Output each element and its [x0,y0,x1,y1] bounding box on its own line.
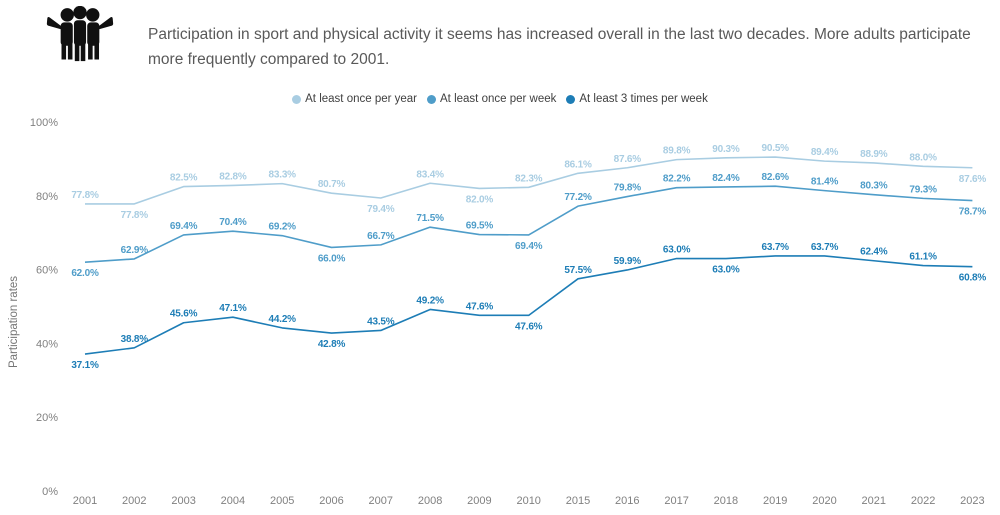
data-label: 89.8% [663,146,691,157]
x-axis-tick: 2008 [418,495,442,507]
data-label: 80.3% [860,181,888,192]
x-axis-tick: 2001 [73,495,97,507]
y-axis-tick: 60% [36,265,58,277]
data-label: 86.1% [564,159,592,170]
data-label: 37.1% [71,360,99,371]
data-label: 47.6% [515,321,543,332]
x-axis-tick: 2015 [566,495,590,507]
data-label: 89.4% [811,147,839,158]
y-axis-tick: 0% [42,486,58,498]
data-label: 87.6% [614,154,642,165]
data-label: 66.7% [367,231,395,242]
data-label: 69.2% [269,222,297,233]
series-line-at-least-3-times-per-week [84,255,973,355]
people-group-icon [46,5,114,62]
data-label: 88.9% [860,149,888,160]
data-label: 62.0% [71,268,99,279]
line-chart: 0% 20% 40% 60% 80% 100% 2001 2002 2003 2004 2005 20… [30,117,987,507]
data-label: 63.0% [712,265,740,276]
data-label: 42.8% [318,339,346,350]
legend-item-at-least-once-per-year: At least once per year [292,93,417,105]
y-axis-tick: 20% [36,412,58,424]
data-label: 83.4% [416,169,444,180]
data-label: 63.7% [811,242,839,253]
y-axis-tick: 80% [36,191,58,203]
x-axis-tick: 2004 [221,495,245,507]
data-label: 49.2% [416,295,444,306]
data-label: 82.6% [762,172,790,183]
data-label: 88.0% [909,152,937,163]
data-label: 63.7% [762,242,790,253]
legend: At least once per year At least once per … [0,93,1000,105]
data-label: 87.6% [959,174,987,185]
data-label: 69.4% [515,241,543,252]
legend-dot-icon [427,94,437,104]
data-label: 82.3% [515,173,543,184]
x-axis-tick: 2007 [369,495,393,507]
y-axis-tick: 100% [30,117,58,129]
data-label: 82.5% [170,173,198,184]
legend-item-at-least-3-times-per-week: At least 3 times per week [566,93,708,105]
x-axis-tick: 2018 [714,495,738,507]
x-axis-tick: 2022 [911,495,935,507]
chart-title: Participation in sport and physical acti… [148,26,971,68]
data-label: 44.2% [269,314,297,325]
legend-dot-icon [292,94,302,104]
data-label: 71.5% [416,213,444,224]
data-label: 47.6% [466,301,494,312]
data-label: 59.9% [614,256,642,267]
x-axis-tick: 2023 [960,495,984,507]
legend-dot-icon [566,94,576,104]
data-label: 45.6% [170,309,198,320]
data-label: 57.5% [564,265,592,276]
x-axis-tick: 2002 [122,495,146,507]
legend-label: At least 3 times per week [579,93,708,105]
data-label: 60.8% [959,273,987,284]
y-axis-tick: 40% [36,338,58,350]
data-label: 83.3% [269,170,297,181]
data-label: 90.3% [712,144,740,155]
data-label: 79.4% [367,204,395,215]
data-label: 77.8% [71,190,99,201]
data-label: 38.8% [121,334,149,345]
data-label: 82.0% [466,194,494,205]
data-label: 81.4% [811,177,839,188]
data-label: 79.3% [909,184,937,195]
x-axis-tick: 2016 [615,495,639,507]
data-label: 62.9% [121,245,149,256]
data-label: 82.2% [663,174,691,185]
data-label: 69.5% [466,221,494,232]
data-label: 77.2% [564,192,592,203]
x-axis-tick: 2003 [171,495,195,507]
data-label: 80.7% [318,179,346,190]
data-label: 78.7% [959,207,987,218]
legend-item-at-least-once-per-week: At least once per week [427,93,556,105]
x-axis-tick: 2010 [516,495,540,507]
x-axis-tick: 2009 [467,495,491,507]
data-label: 70.4% [219,217,247,228]
x-axis-tick: 2021 [862,495,886,507]
data-label: 47.1% [219,303,247,314]
data-label: 62.4% [860,247,888,258]
data-label: 43.5% [367,316,395,327]
series-line-at-least-once-per-year [85,156,973,205]
x-axis-tick: 2006 [319,495,343,507]
x-axis-tick: 2017 [664,495,688,507]
data-label: 79.8% [614,183,642,194]
x-axis-tick: 2019 [763,495,787,507]
data-label: 66.0% [318,253,346,264]
data-label: 69.4% [170,221,198,232]
x-axis-tick: 2005 [270,495,294,507]
legend-label: At least once per year [305,93,418,105]
legend-label: At least once per week [440,93,557,105]
data-label: 82.8% [219,171,247,182]
data-label: 90.5% [762,143,790,154]
data-label: 61.1% [909,252,937,263]
data-label: 82.4% [712,173,740,184]
data-label: 63.0% [663,245,691,256]
series-line-at-least-once-per-week [84,185,973,264]
data-label: 77.8% [121,210,149,221]
x-axis-tick: 2020 [812,495,836,507]
